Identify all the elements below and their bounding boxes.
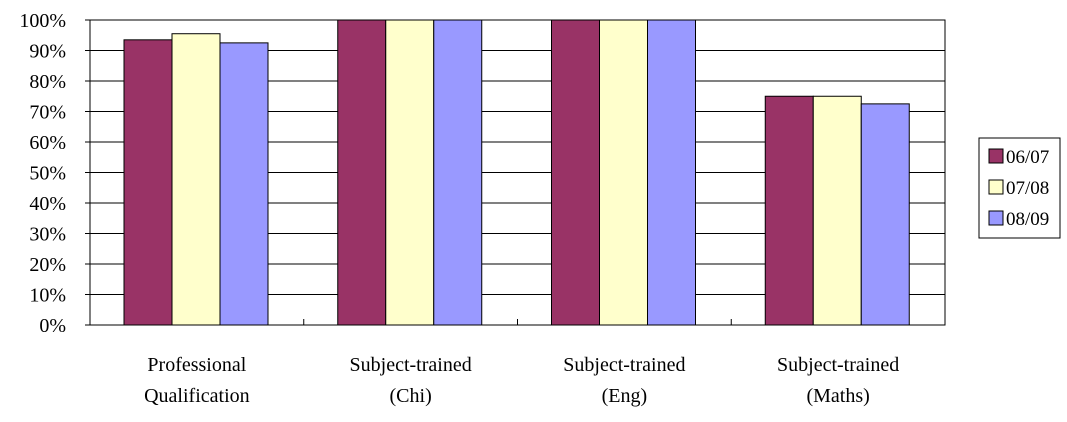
bar-08-09-2 — [647, 19, 696, 326]
bar-07-08-2 — [599, 19, 648, 326]
y-tick-labels: 0% 10% 20% 30% 40% 50% 60% 70% 80% 90% 100% — [19, 10, 66, 337]
bar-06-07-3 — [764, 95, 814, 326]
y-tick-label: 30% — [29, 224, 66, 246]
y-tick-label: 70% — [29, 102, 66, 124]
bar-06-07-0 — [123, 39, 173, 326]
bar-06-07-1 — [337, 19, 387, 326]
bar-07-08-1 — [385, 19, 435, 326]
y-tick-label: 50% — [29, 163, 66, 185]
bars — [123, 19, 910, 326]
axes — [85, 19, 732, 326]
x-tick-label: Subject-trained (Maths) — [777, 354, 899, 407]
y-tick-label: 90% — [29, 41, 66, 63]
legend-swatch — [988, 148, 1004, 164]
legend-swatch — [988, 210, 1004, 226]
y-tick-label: 60% — [29, 132, 66, 154]
bar-08-09-3 — [860, 103, 910, 326]
y-tick-label: 20% — [29, 254, 66, 276]
x-tick-label: Professional Qualification — [144, 354, 250, 407]
bar-08-09-0 — [219, 42, 269, 326]
y-tick-label: 10% — [29, 285, 66, 307]
y-tick-label: 0% — [39, 315, 66, 337]
y-tick-label: 100% — [19, 10, 66, 32]
y-tick-label: 40% — [29, 193, 66, 215]
legend-label: 06/07 — [1006, 147, 1049, 168]
legend-label: 08/09 — [1006, 209, 1049, 230]
legend-label: 07/08 — [1006, 178, 1049, 199]
y-tick-label: 80% — [29, 71, 66, 93]
bar-08-09-1 — [433, 19, 483, 326]
legend: 06/07 07/08 08/09 — [978, 137, 1061, 239]
legend-swatch — [988, 179, 1004, 195]
x-tick-label: Subject-trained (Chi) — [350, 354, 472, 407]
bar-07-08-3 — [812, 95, 862, 326]
x-tick-labels: Professional Qualification Subject-trained… — [144, 354, 899, 407]
bar-07-08-0 — [171, 33, 221, 326]
bar-06-07-2 — [551, 19, 600, 326]
x-tick-label: Subject-trained (Eng) — [563, 354, 685, 407]
